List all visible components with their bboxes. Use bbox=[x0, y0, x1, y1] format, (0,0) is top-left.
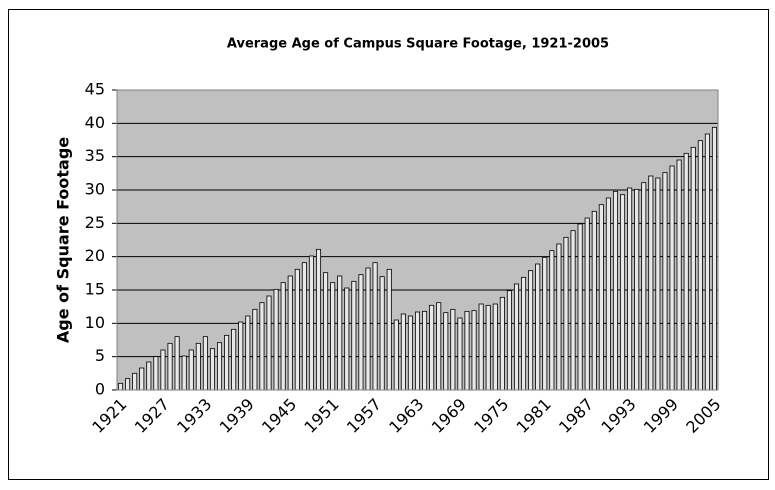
bar bbox=[690, 146, 696, 391]
bar bbox=[549, 250, 555, 391]
bar bbox=[400, 313, 406, 391]
bar bbox=[393, 319, 399, 391]
bar bbox=[365, 267, 371, 391]
bar bbox=[153, 356, 159, 391]
bar bbox=[676, 159, 682, 391]
bar bbox=[118, 382, 124, 391]
bar bbox=[627, 187, 633, 391]
bar bbox=[704, 133, 710, 391]
y-tick-label: 35 bbox=[85, 146, 105, 165]
y-axis-title: Age of Square Footage bbox=[54, 137, 73, 343]
bar bbox=[521, 276, 527, 391]
bar bbox=[570, 230, 576, 391]
y-tick-label: 0 bbox=[95, 380, 105, 399]
bar bbox=[669, 165, 675, 391]
bar bbox=[598, 204, 604, 391]
bar bbox=[139, 367, 145, 391]
bar bbox=[252, 308, 258, 391]
bar bbox=[245, 315, 251, 391]
bar bbox=[429, 304, 435, 391]
bar bbox=[542, 256, 548, 391]
bar bbox=[591, 210, 597, 391]
bar bbox=[407, 315, 413, 391]
bar bbox=[330, 282, 336, 391]
bar bbox=[379, 276, 385, 391]
bar bbox=[478, 303, 484, 391]
bar bbox=[577, 223, 583, 391]
bar bbox=[513, 283, 520, 391]
bar bbox=[188, 349, 194, 391]
bar bbox=[358, 274, 364, 391]
y-tick-label: 10 bbox=[85, 313, 105, 332]
bar bbox=[259, 302, 265, 391]
bar bbox=[280, 282, 286, 391]
bar bbox=[337, 275, 343, 391]
bar bbox=[231, 328, 237, 391]
bar bbox=[315, 248, 322, 391]
bar bbox=[499, 296, 505, 391]
chart-title: Average Age of Campus Square Footage, 19… bbox=[227, 37, 609, 52]
bar bbox=[506, 290, 512, 391]
bar bbox=[634, 188, 640, 391]
bar bbox=[683, 152, 689, 391]
bar bbox=[372, 262, 378, 391]
bar bbox=[308, 255, 314, 391]
bar bbox=[209, 348, 215, 391]
y-tick-label: 40 bbox=[85, 113, 105, 132]
bar bbox=[301, 262, 307, 391]
plot-border bbox=[116, 89, 719, 391]
bar bbox=[344, 287, 350, 391]
bar bbox=[323, 272, 329, 391]
y-tick-label: 5 bbox=[95, 346, 105, 365]
bar bbox=[697, 140, 703, 391]
bar bbox=[443, 312, 449, 391]
bar bbox=[294, 268, 300, 391]
y-tick-label: 45 bbox=[85, 80, 105, 99]
bar bbox=[641, 182, 647, 391]
bar bbox=[386, 268, 392, 391]
bar bbox=[217, 342, 223, 391]
bar bbox=[535, 263, 541, 391]
bar bbox=[556, 243, 562, 391]
bar bbox=[414, 311, 421, 391]
bar bbox=[224, 334, 230, 391]
bar bbox=[457, 317, 463, 391]
bar bbox=[612, 190, 618, 391]
bar bbox=[125, 378, 131, 391]
bar bbox=[132, 372, 138, 391]
bar bbox=[287, 275, 293, 391]
bar bbox=[167, 342, 173, 391]
bar bbox=[711, 126, 717, 391]
bar bbox=[160, 349, 166, 391]
y-tick-label: 30 bbox=[85, 180, 105, 199]
bar bbox=[471, 310, 477, 391]
bar bbox=[351, 280, 357, 391]
bar bbox=[266, 295, 272, 391]
bar bbox=[648, 175, 654, 391]
bar bbox=[563, 236, 569, 391]
bar bbox=[273, 288, 279, 391]
bar bbox=[584, 217, 590, 391]
bar bbox=[195, 342, 201, 391]
y-tick-label: 15 bbox=[85, 280, 105, 299]
bar bbox=[238, 321, 244, 391]
bar bbox=[181, 355, 187, 391]
bar bbox=[450, 308, 456, 391]
bar bbox=[662, 172, 668, 391]
bar bbox=[422, 310, 428, 391]
bar bbox=[485, 304, 491, 391]
bar bbox=[528, 270, 534, 391]
bar bbox=[492, 303, 498, 391]
bar bbox=[655, 177, 661, 391]
bar bbox=[202, 336, 208, 391]
bar bbox=[436, 302, 442, 391]
bar bbox=[464, 310, 470, 391]
y-tick-label: 25 bbox=[85, 213, 105, 232]
bar bbox=[605, 197, 611, 391]
bar bbox=[174, 336, 180, 391]
y-tick-label: 20 bbox=[85, 246, 105, 265]
bar bbox=[146, 361, 152, 391]
bar bbox=[620, 194, 626, 391]
